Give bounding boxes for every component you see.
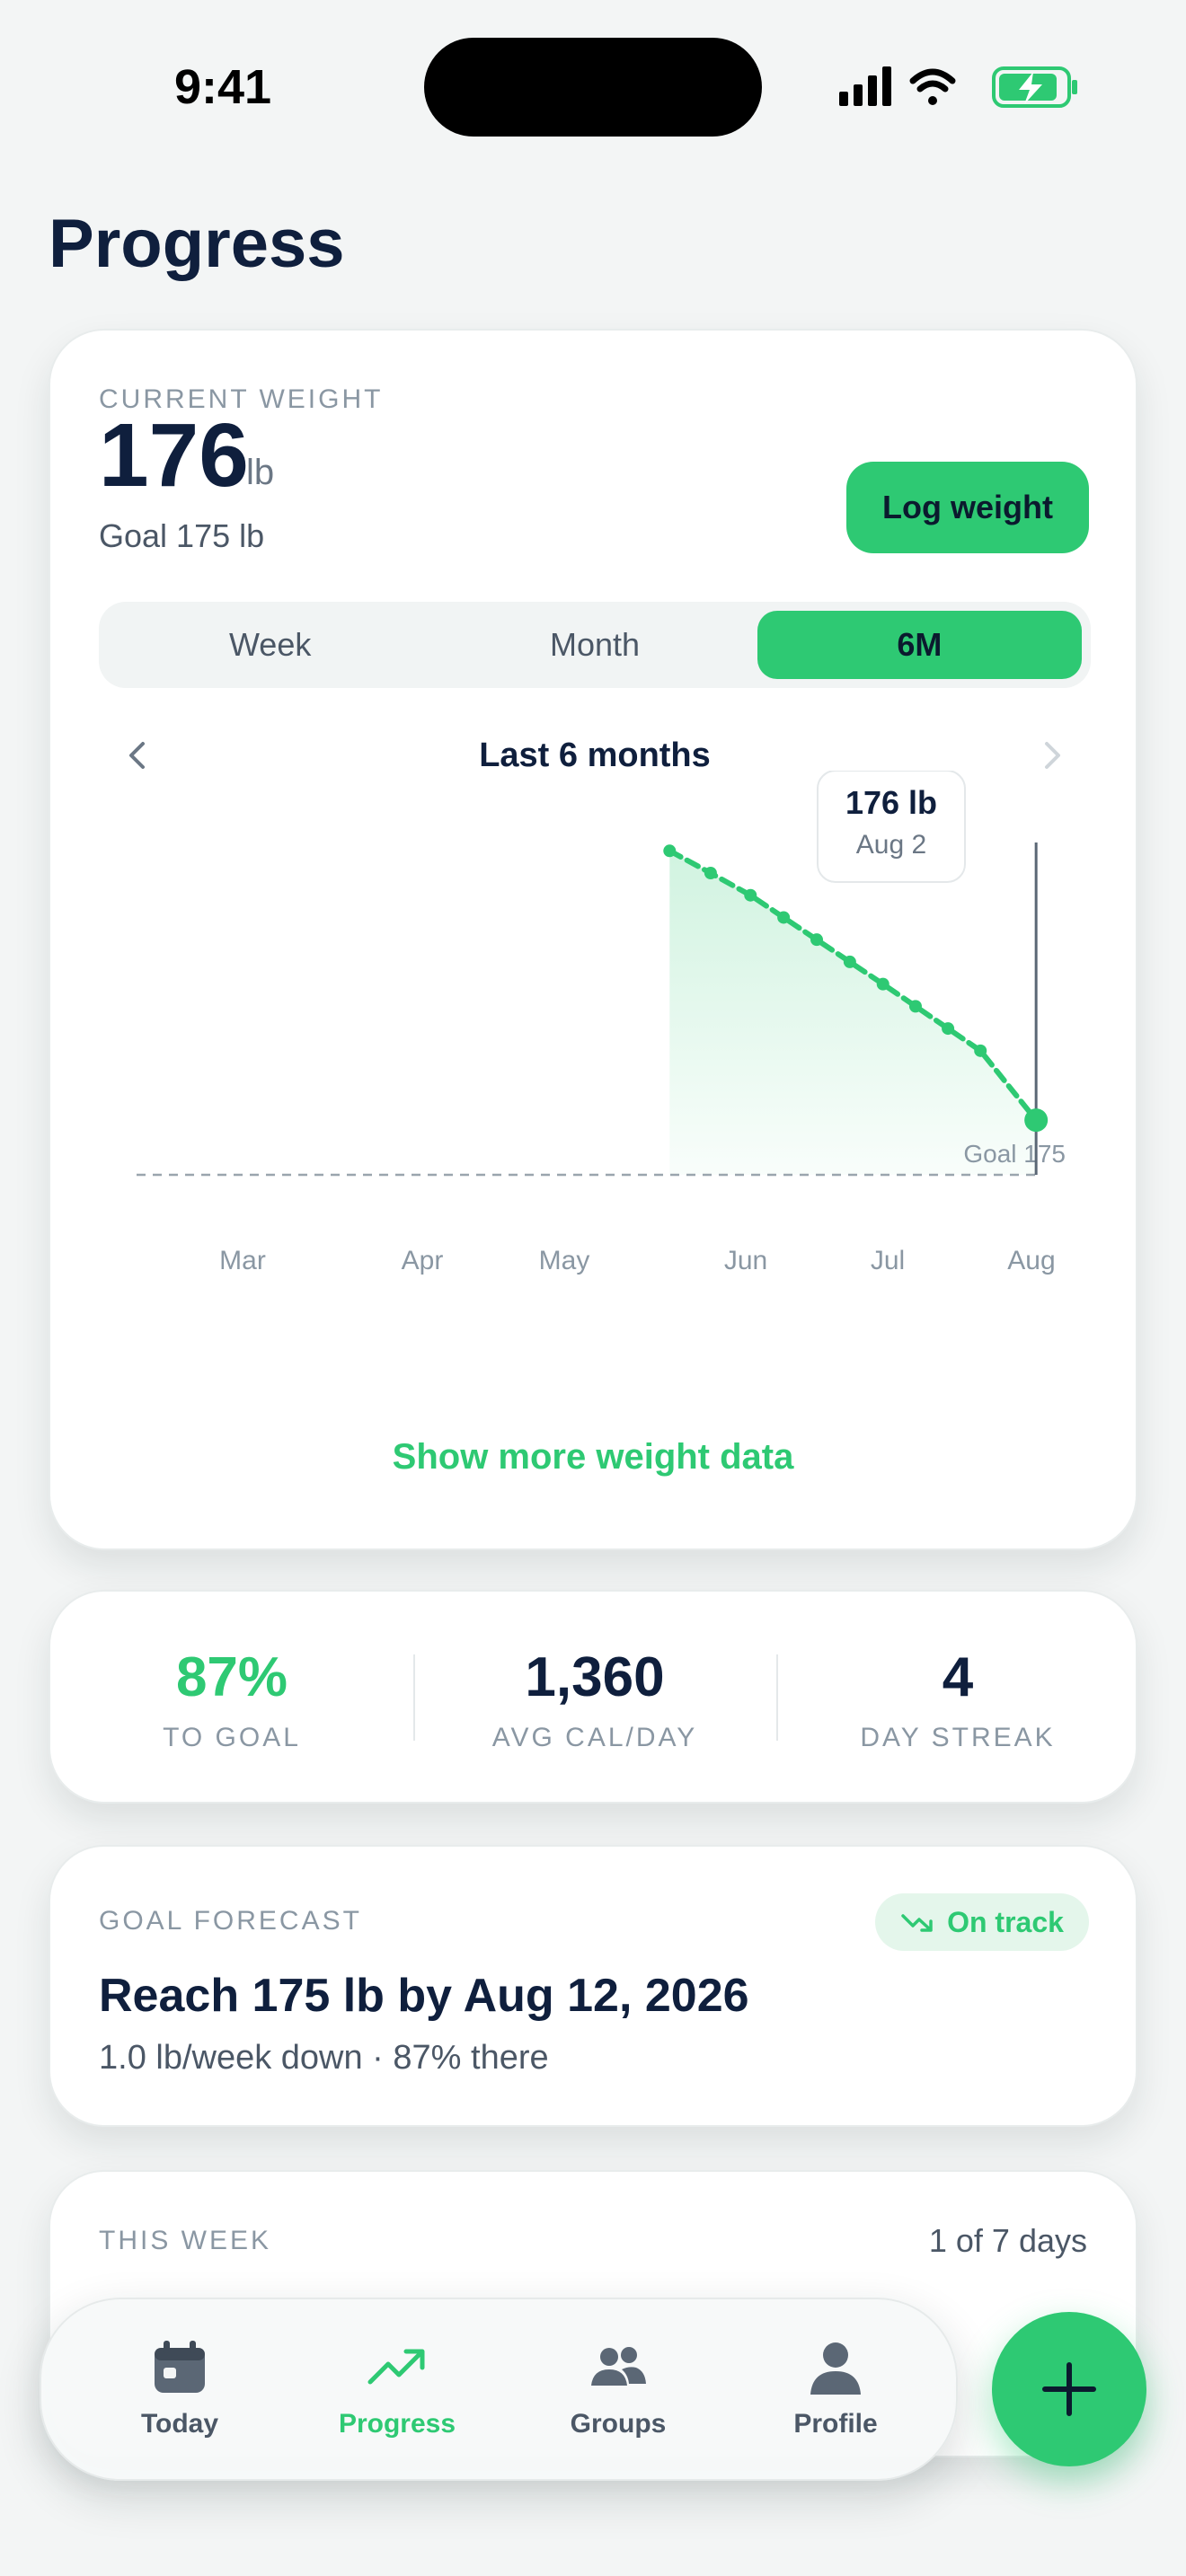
weight-point bbox=[777, 911, 791, 924]
chevron-left-icon[interactable] bbox=[115, 733, 160, 778]
dynamic-island bbox=[424, 38, 762, 137]
forecast-title: Reach 175 lb by Aug 12, 2026 bbox=[99, 1970, 749, 2022]
page-title: Progress bbox=[49, 206, 345, 282]
status-time: 9:41 bbox=[174, 60, 272, 114]
stat-label: AVG CAL/DAY bbox=[491, 1723, 698, 1752]
segment-month[interactable]: Month bbox=[549, 626, 641, 663]
stat-label: DAY STREAK bbox=[860, 1723, 1056, 1752]
stat-avg-cal: 1,360 AVG CAL/DAY bbox=[413, 1592, 776, 1802]
x-tick-label: Jul bbox=[871, 1246, 905, 1275]
x-tick-label: Jun bbox=[724, 1246, 767, 1275]
stat-to-goal: 87% TO GOAL bbox=[50, 1592, 413, 1802]
tab-profile[interactable]: Profile bbox=[755, 2335, 916, 2452]
range-segmented-control: Week Month 6M bbox=[99, 602, 1091, 688]
plus-icon bbox=[1042, 2362, 1096, 2416]
stat-day-streak: 4 DAY STREAK bbox=[776, 1592, 1139, 1802]
badge-label: On track bbox=[947, 1905, 1064, 1938]
status-icons bbox=[839, 66, 1077, 108]
x-tick-label: Aug bbox=[1007, 1246, 1055, 1275]
profile-icon bbox=[810, 2342, 861, 2395]
trending-up-icon bbox=[367, 2349, 425, 2385]
segment-6m[interactable]: 6M bbox=[757, 611, 1082, 679]
weight-point bbox=[663, 844, 677, 858]
x-tick-label: Mar bbox=[219, 1246, 266, 1275]
goal-forecast-label: GOAL FORECAST bbox=[99, 1906, 362, 1936]
weight-point bbox=[908, 1000, 922, 1013]
goal-forecast-card[interactable]: GOAL FORECAST On track Reach 175 lb by A… bbox=[49, 1845, 1137, 2127]
tab-label: Groups bbox=[570, 2409, 667, 2439]
weight-point bbox=[876, 977, 890, 991]
weight-area bbox=[669, 851, 1037, 1175]
signal-icon bbox=[839, 66, 891, 106]
x-tick-label: Apr bbox=[402, 1246, 444, 1275]
current-weight-label: CURRENT WEIGHT bbox=[99, 384, 384, 414]
goal-line-label: Goal 175 bbox=[963, 1140, 1066, 1168]
weight-point bbox=[974, 1044, 987, 1057]
trending-down-icon bbox=[901, 1914, 933, 1932]
segment-week[interactable]: Week bbox=[228, 626, 312, 663]
groups-icon bbox=[591, 2347, 646, 2386]
current-weight-card: CURRENT WEIGHT 176 lb Goal 175 lb Log we… bbox=[49, 329, 1137, 1550]
range-title: Last 6 months bbox=[479, 737, 711, 774]
divider bbox=[413, 1654, 415, 1741]
stats-card: 87% TO GOAL 1,360 AVG CAL/DAY 4 DAY STRE… bbox=[49, 1590, 1137, 1804]
weight-point bbox=[744, 888, 757, 902]
tooltip-value: 176 lb bbox=[845, 784, 937, 821]
this-week-label: THIS WEEK bbox=[99, 2226, 272, 2255]
x-tick-label: May bbox=[539, 1246, 590, 1275]
tab-groups[interactable]: Groups bbox=[537, 2335, 699, 2452]
chevron-right-icon[interactable] bbox=[1030, 733, 1075, 778]
weight-chart: Goal 175 176 lb Aug 2 Mar Apr May Jun Jul Aug bbox=[137, 771, 1066, 1275]
on-track-badge: On track bbox=[875, 1893, 1089, 1951]
weight-point bbox=[843, 955, 856, 968]
forecast-subtitle: 1.0 lb/week down · 87% there bbox=[99, 2039, 549, 2077]
weight-point bbox=[810, 933, 823, 947]
battery-icon bbox=[992, 66, 1077, 108]
stat-value: 4 bbox=[942, 1646, 974, 1708]
tab-progress[interactable]: Progress bbox=[316, 2335, 478, 2452]
add-button[interactable] bbox=[992, 2312, 1146, 2466]
weight-unit: lb bbox=[246, 453, 275, 492]
week-day-count: 1 of 7 days bbox=[928, 2222, 1087, 2259]
goal-weight: Goal 175 lb bbox=[99, 517, 265, 554]
weight-point bbox=[704, 867, 717, 879]
tab-today[interactable]: Today bbox=[99, 2335, 261, 2452]
log-weight-button[interactable]: Log weight bbox=[846, 462, 1089, 553]
stat-value: 87% bbox=[175, 1646, 288, 1708]
weight-point bbox=[942, 1022, 955, 1036]
weight-point bbox=[1024, 1108, 1049, 1133]
stat-label: TO GOAL bbox=[163, 1723, 301, 1752]
current-weight-value: 176 bbox=[99, 405, 249, 506]
tab-bar: Today Progress Groups Profile bbox=[40, 2298, 958, 2481]
calendar-icon bbox=[155, 2341, 205, 2393]
range-navigator: Last 6 months bbox=[99, 726, 1091, 789]
tooltip-box bbox=[817, 771, 966, 883]
tooltip-date: Aug 2 bbox=[856, 830, 926, 860]
tab-label: Today bbox=[140, 2409, 219, 2439]
show-more-weight-data-link[interactable]: Show more weight data bbox=[392, 1437, 794, 1477]
stat-value: 1,360 bbox=[525, 1646, 665, 1708]
divider bbox=[776, 1654, 778, 1741]
wifi-icon bbox=[909, 68, 956, 105]
tab-label: Profile bbox=[793, 2409, 878, 2439]
tab-label: Progress bbox=[338, 2409, 456, 2439]
